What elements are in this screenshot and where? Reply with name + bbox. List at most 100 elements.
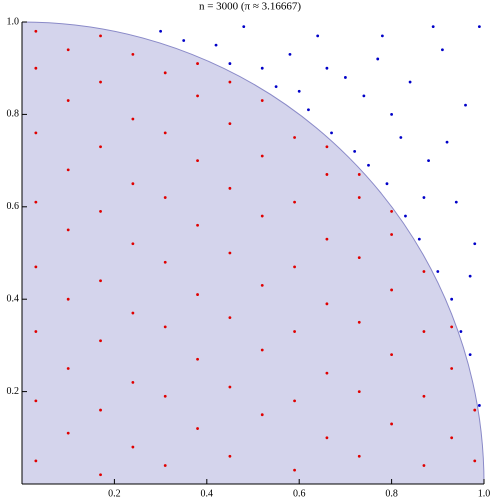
point: [163, 196, 167, 199]
point: [353, 149, 357, 153]
point: [325, 173, 329, 176]
point: [307, 108, 310, 112]
point: [163, 394, 167, 398]
point: [99, 473, 102, 477]
point: [163, 131, 167, 135]
point: [182, 39, 186, 42]
point: [293, 330, 296, 333]
point: [131, 445, 135, 449]
point: [196, 159, 199, 163]
point: [376, 57, 380, 61]
point: [357, 390, 361, 393]
point: [228, 62, 232, 65]
point: [34, 265, 38, 269]
point: [390, 210, 393, 213]
point: [228, 385, 232, 389]
point: [242, 25, 246, 29]
point: [325, 237, 329, 241]
point: [260, 348, 264, 352]
point: [66, 297, 70, 301]
point: [357, 320, 361, 324]
point: [196, 94, 199, 98]
point: [445, 140, 449, 144]
point: [427, 159, 430, 163]
point: [450, 436, 454, 440]
point: [450, 297, 454, 301]
point: [99, 80, 102, 84]
point: [344, 76, 347, 79]
point: [441, 48, 444, 52]
point: [422, 464, 426, 467]
point: [196, 223, 199, 227]
point: [325, 371, 329, 375]
point: [260, 214, 264, 218]
point: [260, 66, 264, 70]
y-tick-label: 0.8: [7, 109, 20, 120]
point: [293, 399, 296, 403]
point: [66, 431, 70, 435]
point: [66, 228, 70, 232]
y-tick-label: 0.4: [7, 293, 20, 304]
point: [459, 330, 463, 333]
point: [408, 80, 412, 84]
point: [362, 94, 366, 98]
point: [66, 168, 70, 172]
y-tick-label: 1.0: [7, 16, 20, 27]
point: [228, 186, 232, 190]
point: [163, 71, 167, 75]
point: [34, 459, 38, 463]
point: [468, 353, 472, 357]
circle-arc: [21, 21, 485, 485]
point: [293, 200, 296, 204]
point: [316, 34, 320, 38]
point: [99, 210, 102, 213]
point: [325, 436, 329, 440]
point: [357, 196, 361, 199]
point: [99, 145, 102, 149]
point: [196, 293, 199, 296]
point: [422, 330, 426, 333]
x-tick-label: 0.4: [201, 488, 214, 499]
point: [131, 117, 135, 121]
point: [228, 122, 232, 126]
point: [34, 131, 38, 135]
point: [99, 339, 102, 343]
point: [228, 316, 232, 320]
point: [390, 233, 393, 236]
point: [390, 353, 393, 357]
point: [34, 66, 38, 70]
point: [214, 43, 218, 47]
point: [260, 413, 264, 417]
point: [422, 394, 426, 398]
point: [274, 85, 278, 89]
point: [325, 145, 329, 149]
point: [417, 237, 421, 241]
point: [196, 357, 199, 361]
point: [477, 25, 481, 29]
point: [99, 408, 102, 412]
point: [454, 200, 458, 204]
point: [477, 404, 481, 407]
point: [34, 330, 38, 333]
point: [288, 52, 292, 56]
point: [473, 408, 477, 412]
point: [163, 260, 167, 264]
point: [399, 136, 403, 139]
point: [404, 214, 407, 218]
point: [357, 173, 361, 176]
point: [357, 454, 361, 458]
point: [380, 34, 384, 38]
x-tick-label: 0.2: [108, 488, 121, 499]
point: [436, 270, 440, 273]
point: [163, 464, 167, 467]
point: [131, 182, 135, 186]
point: [325, 66, 329, 70]
y-tick-label: 0.6: [7, 201, 20, 212]
x-tick-label: 1.0: [478, 488, 491, 499]
point: [66, 99, 70, 102]
point: [260, 154, 264, 158]
point: [159, 29, 163, 33]
point: [450, 325, 454, 329]
